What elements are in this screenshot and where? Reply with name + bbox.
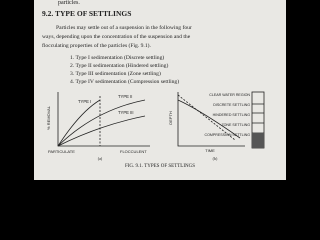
page: particles. 9.2. TYPE OF SETTLINGS Partic… [34,0,286,180]
x-label-right: FLOCCULENT [120,149,147,154]
axes [177,92,245,147]
figure-b [177,91,265,149]
sludge [252,133,264,148]
figure-tag: (b) [213,156,218,161]
zone-label: HINDERED SETTLING [213,113,251,117]
curve [57,115,146,147]
paragraph-line: flocculating properties of the particles… [42,42,151,49]
top-text: particles. [58,0,80,6]
figure-a [57,92,150,147]
curve [177,99,241,139]
figure-tag: (a) [98,156,103,161]
curve-label: TYPE I [78,99,91,104]
paragraph-line: Particles may settle out of a suspension… [56,24,192,31]
curve [57,99,146,147]
zone-label: COMPRESSION SETTLING [204,133,250,137]
curve-label: TYPE II [118,94,132,99]
zone-boundaries [252,103,264,134]
curve [57,99,101,147]
list-item: 4. Type IV sedimentation (Compression se… [70,78,179,85]
list-item: 3. Type III sedimentation (Zone settling… [70,70,161,77]
zone-label: ZONE SETTLING [221,123,250,127]
caption: FIG. 9.1. TYPES OF SETTLINGS [125,164,195,169]
screenshot: particles. 9.2. TYPE OF SETTLINGS Partic… [34,0,286,180]
paragraph-line: ways, depending upon the concentration o… [42,33,191,40]
zone-label: CLEAR WATER REGION [209,93,250,97]
x-label: TIME [205,148,215,153]
heading: 9.2. TYPE OF SETTLINGS [42,9,131,18]
curve-label: TYPE III [118,110,134,115]
book-page [34,0,286,180]
y-label: % REMOVAL [46,105,51,130]
zone-label: DISCRETE SETTLING [213,103,250,107]
curve [177,94,236,141]
list-item: 2. Type II sedimentation (Hindered settl… [70,62,168,69]
y-label: DEPTH [168,111,173,125]
x-label-left: PARTICULATE [48,149,75,154]
list-item: 1. Type I sedimentation (Discrete settli… [70,54,164,61]
